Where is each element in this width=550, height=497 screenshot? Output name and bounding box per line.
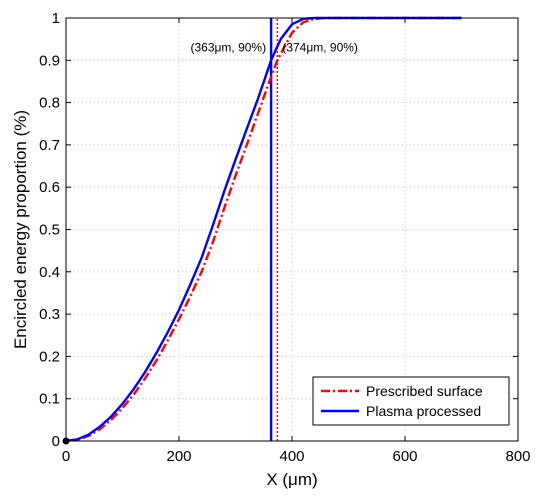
annotation-label: (363μm, 90%) (190, 40, 266, 54)
plot-area: 0 200 400 600 800 0 0.1 0.2 0.3 0.4 0.5 0.6 0.7 0.8 0.… (39, 10, 530, 465)
plot-frame (65, 17, 519, 442)
legend-label: Plasma processed (366, 403, 481, 419)
y-tick-label: 0 (52, 433, 60, 450)
y-tick-label: 1 (52, 10, 60, 27)
x-tick-label: 0 (62, 448, 70, 465)
legend-box (312, 376, 510, 426)
x-tick-label: 600 (392, 448, 417, 465)
y-tick-label: 0.5 (39, 222, 60, 239)
y-tick-label: 0.3 (39, 306, 60, 323)
annotation-label: (374μm, 90%) (282, 40, 358, 54)
y-tick-label: 0.4 (39, 264, 60, 281)
x-axis-title: X (μm) (266, 470, 317, 489)
x-tick-label: 800 (505, 448, 530, 465)
series-line-prescribed-surface (66, 16, 462, 441)
x-tick-label: 200 (166, 448, 191, 465)
legend: Prescribed surface Plasma processed (312, 376, 510, 426)
y-axis-title: Encircled energy proportion (%) (11, 110, 30, 349)
y-tick-label: 0.1 (39, 391, 60, 408)
y-tick-label: 0.7 (39, 137, 60, 154)
y-tick-label: 0.2 (39, 348, 60, 365)
y-tick-label: 0.8 (39, 95, 60, 112)
x-tick-label: 400 (279, 448, 304, 465)
y-tick-label: 0.9 (39, 52, 60, 69)
legend-label: Prescribed surface (366, 383, 483, 399)
y-tick-label: 0.6 (39, 179, 60, 196)
